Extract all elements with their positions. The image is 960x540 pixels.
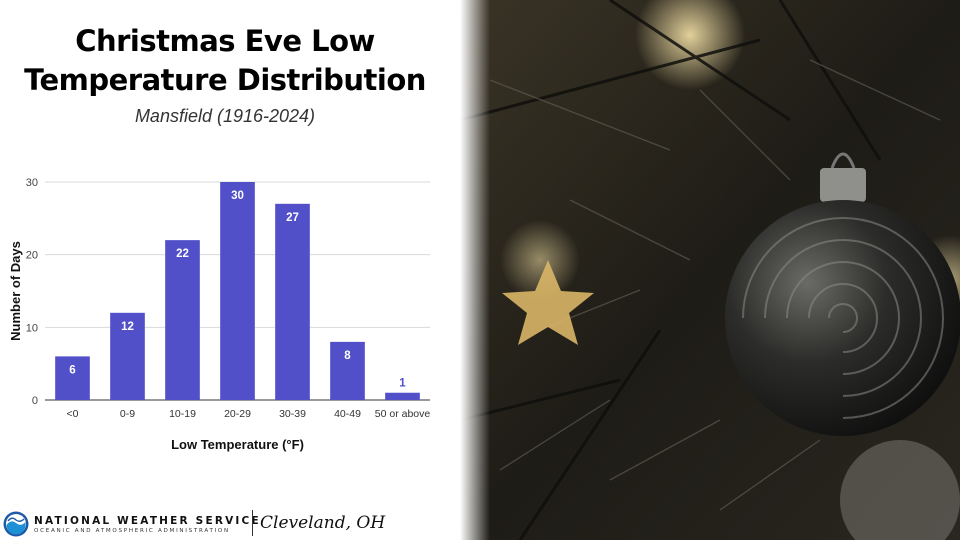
chart-title: Christmas Eve Low Temperature Distributi… — [0, 22, 450, 100]
bar — [330, 341, 365, 400]
office-name: Cleveland, OH — [260, 513, 386, 533]
x-tick-label: 40-49 — [334, 408, 361, 420]
x-tick-label: 0-9 — [120, 408, 135, 420]
y-tick-label: 30 — [26, 177, 38, 189]
bar — [55, 356, 90, 400]
x-tick-label: 10-19 — [169, 408, 196, 420]
x-tick-label: 20-29 — [224, 408, 251, 420]
bar — [165, 240, 200, 400]
ornament-photo-image — [460, 0, 960, 540]
left-panel: Christmas Eve Low Temperature Distributi… — [0, 0, 460, 540]
x-axis-title: Low Temperature (°F) — [171, 437, 304, 452]
data-label: 30 — [231, 190, 244, 202]
y-tick-label: 10 — [26, 322, 38, 334]
bar — [275, 203, 310, 400]
data-label: 12 — [121, 321, 134, 333]
data-label: 8 — [344, 350, 351, 362]
footer-divider — [252, 510, 253, 536]
bar — [385, 392, 420, 400]
y-axis-title: Number of Days — [8, 241, 23, 341]
data-label: 22 — [176, 248, 189, 260]
data-label: 27 — [286, 212, 299, 224]
x-tick-label: 30-39 — [279, 408, 306, 420]
title-line-2: Temperature Distribution — [24, 63, 426, 97]
data-label: 1 — [399, 378, 406, 390]
bar — [220, 182, 255, 400]
footer: NATIONAL WEATHER SERVICE OCEANIC AND ATM… — [0, 505, 460, 540]
data-label: 6 — [69, 364, 75, 376]
title-line-1: Christmas Eve Low — [75, 24, 375, 58]
agency-name: NATIONAL WEATHER SERVICE — [34, 515, 261, 527]
y-tick-label: 20 — [26, 250, 38, 262]
bar-chart: 0 10 20 30 6 <0 12 0-9 22 10-19 30 20-29 27 30-39 8 40-… — [8, 177, 431, 452]
x-tick-label: <0 — [67, 408, 79, 420]
y-tick-label: 0 — [32, 395, 38, 407]
bar — [110, 312, 145, 400]
agency-subtitle: OCEANIC AND ATMOSPHERIC ADMINISTRATION — [34, 528, 230, 534]
chart-subtitle: Mansfield (1916-2024) — [134, 106, 316, 126]
christmas-ornament-photo — [460, 0, 960, 540]
x-tick-label: 50 or above — [375, 408, 431, 420]
noaa-logo-icon — [3, 511, 29, 537]
